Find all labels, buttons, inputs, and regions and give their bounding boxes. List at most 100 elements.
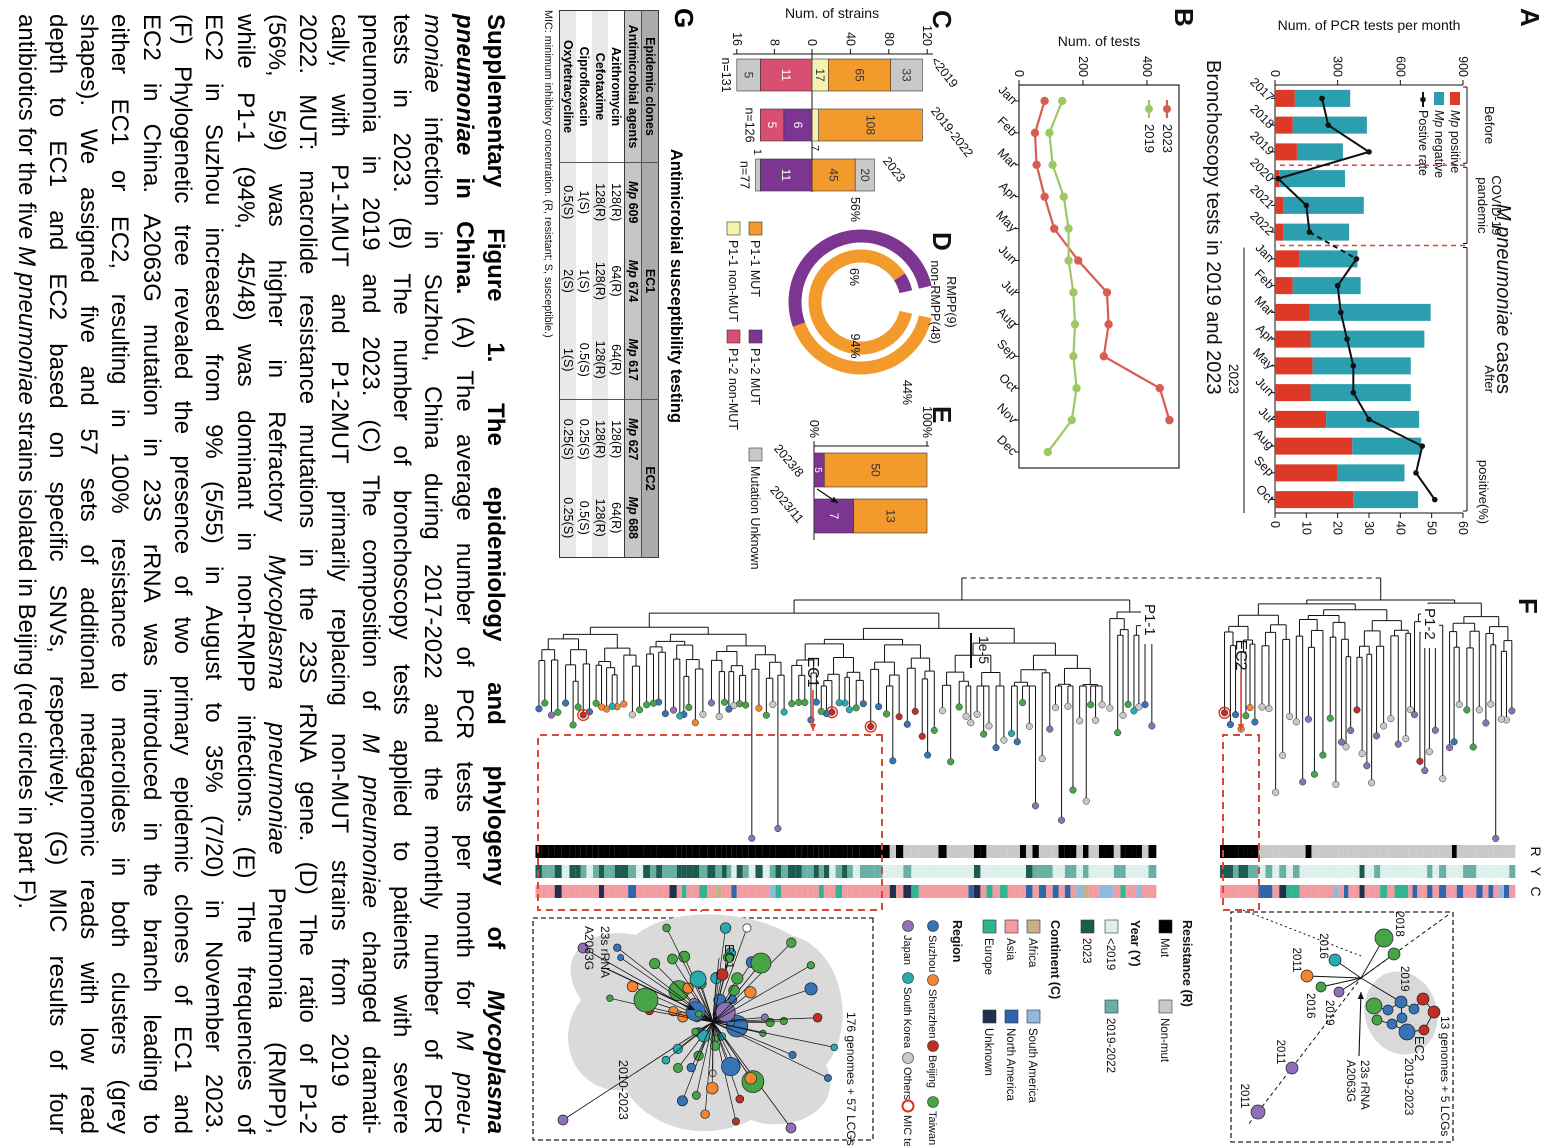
mic-value: 1(S) <box>577 190 591 215</box>
year-cell <box>604 865 610 878</box>
bar-negative <box>1337 464 1405 482</box>
year-cell <box>586 865 593 878</box>
series-line-2019 <box>1046 100 1078 453</box>
tree-tip <box>1358 750 1366 758</box>
annotation-col-header: Y <box>1528 867 1544 877</box>
tree-tip <box>1337 738 1346 746</box>
resistance-cell <box>867 845 875 858</box>
mst-node <box>732 1117 740 1126</box>
continent-cell <box>813 885 819 898</box>
panel-f: F 1e-5 R YC P1-1 P1-2 EC1 EC2 Resistance (R) Mut N… <box>532 577 1544 1146</box>
resistance-cell <box>609 845 615 858</box>
resistance-cell <box>541 845 549 858</box>
tree-tip <box>985 722 993 730</box>
tree-tip <box>845 706 853 714</box>
panel-b-label: B <box>1169 8 1199 27</box>
legend-dot <box>927 1096 939 1108</box>
continent-cell <box>889 885 896 898</box>
tree-tip <box>1310 770 1319 778</box>
seg-value: 17 <box>813 68 827 82</box>
continent-cell <box>1503 885 1510 898</box>
tree-tip <box>1092 716 1100 724</box>
mst-node <box>1374 928 1394 948</box>
strain-seg-unknown <box>755 158 761 192</box>
tree-tip <box>1353 706 1361 714</box>
rate-dot <box>1319 95 1325 102</box>
resistance-cell <box>1058 845 1065 858</box>
continent-cell <box>1412 885 1418 898</box>
legend-swatch <box>1080 919 1095 934</box>
resistance-cell <box>699 845 708 858</box>
tree-tip <box>1106 704 1114 712</box>
panel-b-title: Bronchoscopy tests in 2019 and 2023 <box>1202 60 1224 395</box>
year-cell <box>1247 865 1253 878</box>
resistance-cell <box>1286 845 1293 858</box>
resistance-cell <box>692 845 700 858</box>
continent-cell <box>1247 885 1253 898</box>
year-cell <box>541 865 549 878</box>
continent-cell <box>726 885 732 898</box>
continent-cell <box>924 885 931 898</box>
tick-label: 600 <box>1393 56 1407 77</box>
year-cell <box>1082 865 1089 878</box>
category-label: 2023 <box>880 154 908 185</box>
resistance-cell <box>1394 845 1403 858</box>
resistance-cell <box>835 845 843 858</box>
mic-row: Cefotaxime 128(R) 128(R) 128(R) 128(R) 128(R) <box>592 10 608 558</box>
tree-tip <box>1087 701 1095 709</box>
tree-tip <box>1114 729 1122 737</box>
continent-cell <box>968 885 974 898</box>
year-label: 2011 <box>1290 948 1302 973</box>
tick-label: 100% <box>920 406 934 438</box>
resistance-cell <box>1113 845 1121 858</box>
legend-label: South America <box>1026 1028 1038 1103</box>
year-cell <box>1014 865 1020 878</box>
tree-tip <box>1508 707 1516 715</box>
resistance-cell <box>656 845 663 858</box>
tick-label: 400 <box>1140 56 1154 77</box>
year-cell <box>1064 865 1071 878</box>
resistance-cell <box>1032 845 1039 858</box>
tick-label: 120 <box>920 25 934 46</box>
mst-node <box>1418 1024 1430 1036</box>
tree-tip <box>1272 788 1280 796</box>
category-label: <2019 <box>928 54 961 90</box>
resistance-cell <box>715 845 722 858</box>
continent-cell <box>918 885 925 898</box>
year-cell <box>946 865 955 878</box>
continent-cell <box>1148 885 1157 898</box>
mutation-label: A2063G <box>1344 1060 1356 1102</box>
continent-cell <box>742 885 749 898</box>
series-dot <box>1032 160 1041 169</box>
resistance-cell <box>586 845 593 858</box>
continent-cell <box>911 885 919 898</box>
resistance-cell <box>635 845 644 858</box>
resistance-cell <box>707 845 716 858</box>
year-cell <box>1348 865 1354 878</box>
tree-tip <box>1446 744 1454 752</box>
mst-node <box>1315 981 1327 993</box>
year-cell <box>1326 865 1334 878</box>
resistance-cell <box>847 845 853 858</box>
year-cell <box>699 865 708 878</box>
year-label: 2011 <box>1274 1040 1286 1065</box>
resistance-cell <box>842 845 848 858</box>
mst-node <box>1416 992 1430 1006</box>
resistance-cell <box>1136 845 1142 858</box>
resistance-cell <box>1305 845 1312 858</box>
year-label: 2019 <box>1398 966 1410 992</box>
donut-label-rmpp: RMPP(9) <box>944 276 958 327</box>
year-cell <box>580 865 587 878</box>
resistance-cell <box>769 845 776 858</box>
series-dot <box>1059 192 1068 201</box>
series-dot <box>1072 384 1081 393</box>
continent-cell <box>1338 885 1344 898</box>
resistance-cell <box>1025 845 1033 858</box>
year-cell <box>1463 865 1471 878</box>
year-cell <box>1394 865 1403 878</box>
mic-table-body: Azithromycin 128(R) 64(R) 64(R) 128(R) 64(R) C… <box>559 10 625 558</box>
year-cell <box>1427 865 1433 878</box>
year-cell <box>1311 865 1319 878</box>
bar-positive <box>1274 491 1354 509</box>
antimicrobial-agent: Cefotaxime <box>592 10 608 163</box>
